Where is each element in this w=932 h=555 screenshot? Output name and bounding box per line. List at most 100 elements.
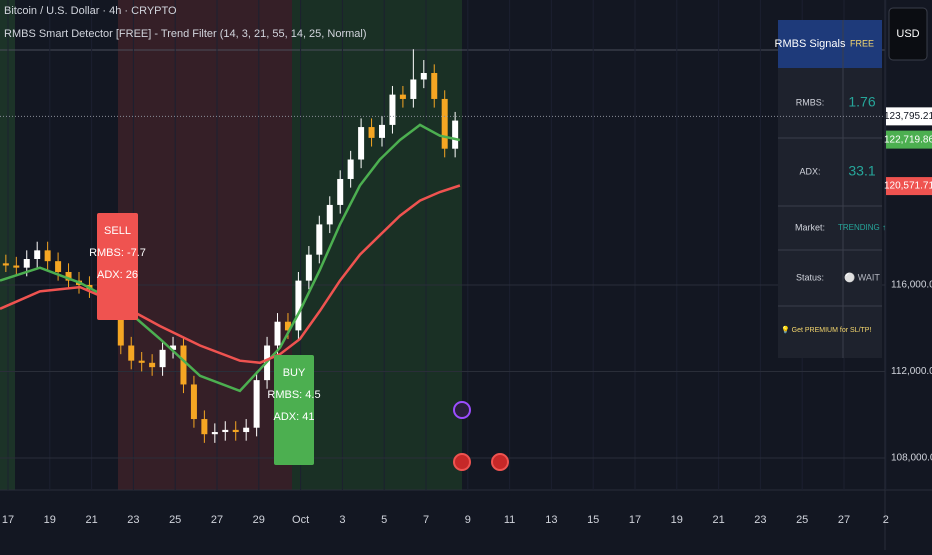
candle-body <box>2 263 9 266</box>
candle-body <box>232 429 239 433</box>
candle-body <box>431 72 438 99</box>
x-tick-label: 5 <box>381 514 387 526</box>
candle-body <box>138 360 145 363</box>
candle-body <box>211 432 218 435</box>
x-tick-label: 29 <box>253 514 265 526</box>
signal-text: ADX: 41 <box>274 411 315 423</box>
candle-body <box>65 271 72 281</box>
x-tick-label: 19 <box>671 514 683 526</box>
x-tick-label: 13 <box>545 514 557 526</box>
candle-body <box>420 72 427 80</box>
y-tick-label: 112,000.00 <box>891 366 932 377</box>
candle-body <box>410 79 417 99</box>
panel-value: 1.76 <box>848 94 875 110</box>
panel-value: ⚪ WAIT <box>844 271 880 282</box>
symbol-title: Bitcoin / U.S. Dollar · 4h · CRYPTO <box>4 5 177 17</box>
x-tick-label: 19 <box>44 514 56 526</box>
x-tick-label: 17 <box>2 514 14 526</box>
candle-body <box>159 349 166 368</box>
candle-body <box>201 419 208 435</box>
signal-text: SELL <box>104 225 131 237</box>
x-tick-label: 23 <box>127 514 139 526</box>
candle-body <box>180 345 187 385</box>
event-icon[interactable] <box>453 453 471 471</box>
x-tick-label: 27 <box>838 514 850 526</box>
candle-body <box>295 280 302 331</box>
x-tick-label: 25 <box>796 514 808 526</box>
candle-body <box>452 120 459 149</box>
price-tag-label: 123,795.21 <box>884 111 932 122</box>
currency-label[interactable]: USD <box>896 28 919 40</box>
candle-body <box>149 362 156 368</box>
candle-body <box>253 380 260 428</box>
event-icon[interactable] <box>491 453 509 471</box>
candle-body <box>441 98 448 149</box>
candle-body <box>170 345 177 350</box>
panel-value: TRENDING ↑ <box>838 223 886 232</box>
x-tick-label: 3 <box>339 514 345 526</box>
event-icon[interactable] <box>453 401 471 419</box>
candle-body <box>55 261 62 272</box>
candle-body <box>274 321 281 346</box>
candle-body <box>316 224 323 255</box>
price-tag <box>886 130 932 149</box>
candle-body <box>326 204 333 225</box>
panel-label: Market: <box>795 222 825 232</box>
x-tick-label: 21 <box>712 514 724 526</box>
signal-text: BUY <box>283 367 306 379</box>
candle-body <box>34 250 41 260</box>
candle-body <box>23 259 30 268</box>
trend-zone <box>118 0 292 490</box>
y-tick-label: 116,000.00 <box>891 280 932 291</box>
candle-body <box>368 127 375 138</box>
panel-label: ADX: <box>799 166 820 176</box>
panel-note: 💡 Get PREMIUM for SL/TP! <box>781 325 871 334</box>
panel-tier: FREE <box>850 38 874 48</box>
candle-body <box>358 127 365 160</box>
y-tick-label: 108,000.00 <box>891 453 932 464</box>
panel-header <box>778 20 882 68</box>
currency-button[interactable] <box>888 7 928 61</box>
panel-value: 33.1 <box>848 163 875 179</box>
panel-label: RMBS: <box>796 97 825 107</box>
x-tick-label: Oct <box>292 514 309 526</box>
x-tick-label: 21 <box>85 514 97 526</box>
candle-body <box>337 178 344 205</box>
x-tick-label: 27 <box>211 514 223 526</box>
x-tick-label: 7 <box>423 514 429 526</box>
candle-body <box>190 384 197 420</box>
candle-body <box>243 427 250 433</box>
panel-title: RMBS Signals <box>775 38 846 50</box>
candle-body <box>128 345 135 361</box>
candle-body <box>222 429 229 433</box>
price-tag <box>886 177 932 196</box>
x-tick-label: 11 <box>504 514 515 526</box>
candle-body <box>379 124 386 138</box>
price-tag-label: 122,719.86 <box>884 134 932 145</box>
signal-text: RMBS: 4.5 <box>267 389 320 401</box>
candle-body <box>389 94 396 125</box>
x-tick-label: 25 <box>169 514 181 526</box>
x-tick-label: 9 <box>465 514 471 526</box>
x-tick-label: 23 <box>754 514 766 526</box>
signal-box <box>97 213 138 320</box>
x-tick-label: 15 <box>587 514 599 526</box>
candle-body <box>13 265 20 268</box>
candle-body <box>305 254 312 281</box>
x-tick-label: 17 <box>629 514 641 526</box>
signal-text: RMBS: -7.7 <box>89 247 146 259</box>
candle-body <box>44 250 51 262</box>
candle-body <box>347 159 354 179</box>
price-tag-label: 120,571.71 <box>884 181 932 192</box>
indicator-title: RMBS Smart Detector [FREE] - Trend Filte… <box>4 28 367 40</box>
panel-label: Status: <box>796 272 824 282</box>
candle-body <box>117 304 124 346</box>
panel-bg <box>778 20 882 358</box>
signal-text: ADX: 26 <box>97 269 138 281</box>
price-tag <box>886 107 932 126</box>
candle-body <box>399 94 406 99</box>
x-tick-label: 2 <box>883 514 889 526</box>
candle-body <box>284 321 291 331</box>
